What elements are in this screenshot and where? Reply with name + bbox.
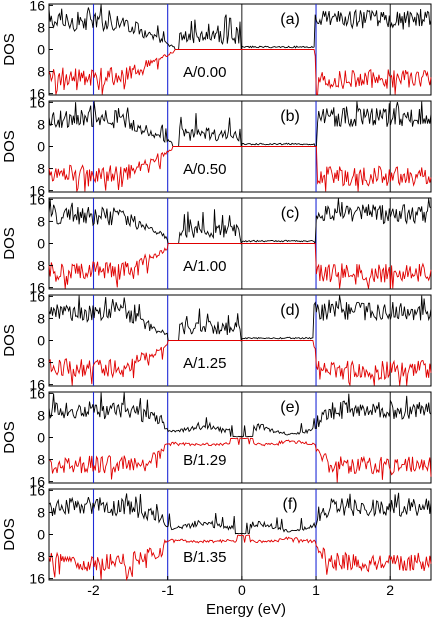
y-tick-label: 0 (37, 139, 45, 155)
y-axis-label: DOS (1, 518, 18, 551)
y-tick-label: 8 (37, 213, 45, 229)
y-tick-label: 16 (29, 280, 45, 296)
panels-layer: 1680816DOS(a)A/0.001680816DOS(b)A/0.5016… (1, 0, 432, 587)
y-tick-label: 8 (37, 258, 45, 274)
x-tick-label: 0 (238, 582, 246, 598)
y-tick-label: 0 (37, 527, 45, 543)
y-axis-label: DOS (1, 33, 18, 66)
y-tick-label: 8 (37, 549, 45, 565)
dos-curve-down (48, 534, 432, 582)
y-tick-label: 16 (29, 377, 45, 393)
dos-curve-up (48, 295, 432, 342)
y-tick-label: 8 (37, 452, 45, 468)
y-tick-label: 16 (29, 288, 45, 304)
panel-tag: (f) (283, 496, 298, 513)
y-tick-label: 8 (37, 116, 45, 132)
x-axis-label: Energy (eV) (206, 601, 286, 618)
y-tick-label: 0 (37, 430, 45, 446)
y-tick-label: 0 (37, 42, 45, 58)
y-axis-label: DOS (1, 324, 18, 357)
panel-annotation: A/0.00 (183, 64, 226, 81)
panel-annotation: A/0.50 (183, 161, 226, 178)
panel-6: 16 8 0 8 16 DOS (f) B/1.35 (1, 482, 432, 587)
y-tick-label: 16 (29, 474, 45, 490)
panel-2: 16 8 0 8 16 DOS (b) A/0.50 (1, 94, 432, 199)
y-tick-label: 16 (29, 191, 45, 207)
y-tick-label: 8 (37, 19, 45, 35)
dos-curve-down (48, 340, 432, 386)
x-tick-label: -1 (161, 582, 174, 598)
y-tick-label: 8 (37, 310, 45, 326)
y-tick-label: 8 (37, 355, 45, 371)
panel-tag: (b) (280, 108, 300, 125)
panel-annotation: B/1.35 (183, 549, 226, 566)
dos-curve-down (48, 437, 432, 483)
dos-curve-up (48, 101, 432, 147)
y-tick-label: 16 (29, 0, 45, 13)
x-axis: -2 -1 0 1 2 (87, 576, 394, 598)
panel-5: 16 8 0 8 16 DOS (e) B/1.29 (1, 385, 432, 490)
panel-annotation: A/1.25 (183, 355, 226, 372)
panel-1: 16 8 0 8 16 DOS (a) A/0.00 (1, 0, 432, 102)
dos-curve-down (48, 146, 432, 192)
panel-tag: (c) (281, 205, 300, 222)
dos-curve-down (48, 49, 432, 95)
y-tick-label: 16 (29, 385, 45, 401)
y-tick-label: 8 (37, 64, 45, 80)
dos-curve-up (48, 4, 432, 50)
y-tick-label: 16 (29, 86, 45, 102)
panel-4: 16 8 0 8 16 DOS (d) A/1.25 (1, 288, 432, 393)
y-tick-label: 8 (37, 504, 45, 520)
y-tick-label: 0 (37, 333, 45, 349)
y-tick-label: 8 (37, 407, 45, 423)
dos-curve-down (48, 243, 432, 289)
panel-tag: (d) (280, 302, 300, 319)
dos-curve-up (48, 492, 432, 535)
dos-curve-up (48, 392, 432, 438)
y-tick-label: 16 (29, 482, 45, 498)
y-axis-label: DOS (1, 130, 18, 163)
y-axis-label: DOS (1, 227, 18, 260)
y-tick-label: 16 (29, 571, 45, 587)
panel-3: 16 8 0 8 16 DOS (c) A/1.00 (1, 191, 432, 296)
panel-tag: (e) (280, 399, 300, 416)
y-tick-label: 0 (37, 236, 45, 252)
panel-tag: (a) (280, 11, 300, 28)
x-tick-label: 1 (312, 582, 320, 598)
y-tick-label: 16 (29, 183, 45, 199)
panel-annotation: A/1.00 (183, 258, 226, 275)
panel-annotation: B/1.29 (183, 452, 226, 469)
x-tick-label: -2 (87, 582, 100, 598)
y-axis-label: DOS (1, 421, 18, 454)
dos-curve-up (48, 198, 432, 245)
y-tick-label: 16 (29, 94, 45, 110)
y-tick-label: 8 (37, 161, 45, 177)
x-tick-label: 2 (386, 582, 394, 598)
